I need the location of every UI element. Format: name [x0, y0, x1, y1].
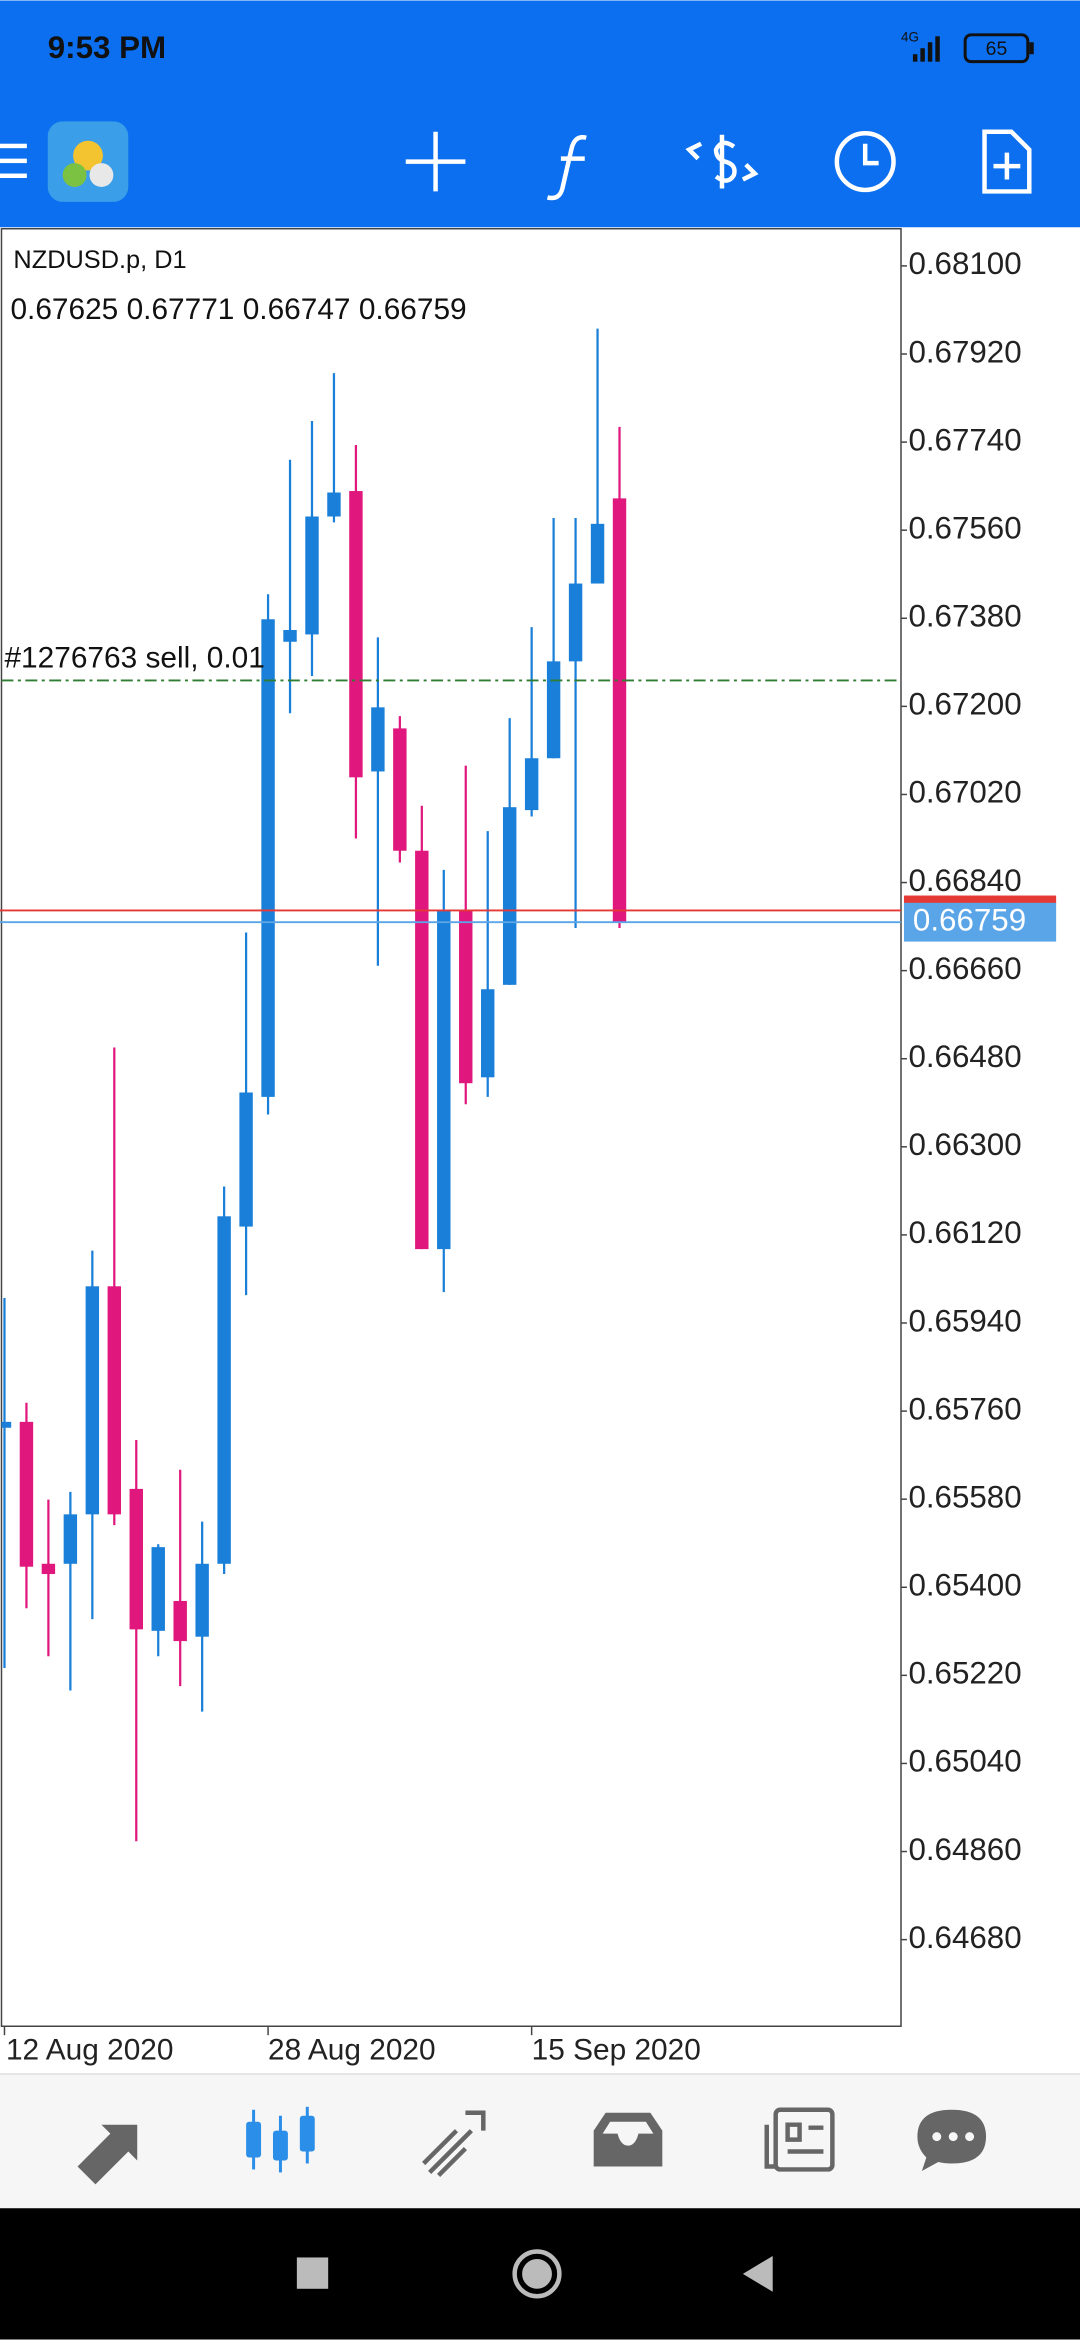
y-tick-label: 0.65040: [908, 1744, 1021, 1779]
order-line-label: #1276763 sell, 0.01: [4, 641, 264, 674]
candle-body: [151, 1547, 165, 1631]
candle-body: [415, 850, 429, 1250]
candle-body: [261, 619, 275, 1097]
ohlc-close: 0.66759: [359, 293, 467, 326]
candle-body: [41, 1563, 56, 1575]
home-button-dot: [522, 2258, 552, 2289]
y-tick-label: 0.64860: [908, 1832, 1021, 1867]
x-tick-label: 12 Aug 2020: [6, 2033, 174, 2066]
candle-body: [502, 807, 517, 985]
y-tick-label: 0.66480: [908, 1039, 1021, 1074]
battery-tip: [1029, 42, 1034, 55]
candle-body: [107, 1286, 122, 1515]
bottom-nav: [0, 2073, 1080, 2209]
app-logo[interactable]: [47, 121, 129, 202]
timeframe-button[interactable]: [834, 131, 896, 193]
bid-label-bg: [903, 902, 1057, 942]
network-type: 4G: [901, 29, 919, 44]
x-tick-label: 28 Aug 2020: [268, 2033, 436, 2066]
candle-body: [590, 523, 605, 584]
y-tick-label: 0.67560: [908, 510, 1021, 545]
candle-body: [568, 583, 583, 662]
y-tick-label: 0.65760: [908, 1391, 1021, 1426]
candle-body: [63, 1514, 78, 1564]
candle-body: [546, 661, 561, 759]
candle-body: [19, 1421, 34, 1567]
trade-button[interactable]: [685, 134, 759, 189]
y-tick-label: 0.67020: [908, 775, 1021, 810]
chat-tab[interactable]: [917, 2109, 987, 2171]
menu-button[interactable]: [0, 143, 27, 179]
candle-body: [239, 1092, 253, 1227]
plot-area: [1, 328, 901, 1842]
y-tick-label: 0.66660: [908, 951, 1021, 986]
y-tick-label: 0.68100: [908, 246, 1021, 281]
ask-marker: [903, 895, 1057, 905]
price-axis: 0.68100 0.67920 0.67740 0.67560 0.67380 0.672…: [3, 246, 1022, 2066]
y-tick-label: 0.67920: [908, 334, 1021, 369]
y-tick-label: 0.65940: [908, 1303, 1021, 1338]
candle-body: [173, 1600, 187, 1642]
candle-body: [85, 1286, 100, 1515]
quotes-tab[interactable]: [77, 2124, 138, 2185]
candle-body: [371, 707, 385, 772]
status-time: 9:53 PM: [48, 30, 166, 65]
chart-tab[interactable]: [246, 2106, 315, 2173]
y-tick-label: 0.66300: [908, 1127, 1021, 1162]
news-tab[interactable]: [764, 2107, 835, 2172]
candle-body: [524, 758, 539, 811]
candle-body: [437, 910, 451, 1250]
y-tick-label: 0.66840: [908, 863, 1021, 898]
battery-level: 65: [986, 38, 1008, 60]
candle-body: [195, 1563, 209, 1637]
recents-button[interactable]: [296, 2257, 329, 2289]
candle-body: [327, 492, 341, 517]
candle-body: [1, 1421, 12, 1428]
battery-icon: [963, 33, 1030, 64]
new-order-button[interactable]: [982, 129, 1032, 194]
x-tick-label: 15 Sep 2020: [532, 2033, 701, 2066]
app-header: [0, 0, 1080, 228]
signal-icon: [912, 36, 940, 62]
candle-body: [612, 498, 627, 923]
y-tick-label: 0.67380: [908, 599, 1021, 634]
candle-body: [217, 1216, 231, 1564]
candle-body: [129, 1488, 143, 1630]
y-tick-label: 0.65220: [908, 1656, 1021, 1691]
ohlc-high: 0.67771: [127, 293, 235, 326]
bid-label: 0.66759: [913, 902, 1026, 937]
candle-body: [481, 989, 495, 1078]
y-tick-label: 0.65400: [908, 1568, 1021, 1603]
y-tick-label: 0.65580: [908, 1479, 1021, 1514]
ohlc-low: 0.66747: [243, 293, 351, 326]
chart-symbol: NZDUSD.p, D1: [13, 246, 186, 274]
ohlc-readout: 0.67625 0.67771 0.66747 0.66759: [10, 293, 466, 326]
history-tab[interactable]: [593, 2112, 663, 2167]
ohlc-open: 0.67625: [10, 293, 118, 326]
y-tick-label: 0.64680: [908, 1920, 1021, 1955]
candle-body: [349, 491, 363, 778]
crosshair-button[interactable]: [405, 131, 466, 192]
candle-body: [459, 910, 473, 1084]
indicators-button[interactable]: [546, 135, 587, 201]
y-tick-label: 0.67200: [908, 687, 1021, 722]
back-button[interactable]: [742, 2255, 773, 2292]
candle-body: [283, 630, 297, 642]
y-tick-label: 0.66120: [908, 1215, 1021, 1250]
candle-body: [393, 728, 407, 851]
chart-frame: [0, 227, 902, 2027]
y-tick-label: 0.67740: [908, 422, 1021, 457]
home-button[interactable]: [512, 2249, 562, 2299]
candle-body: [305, 516, 319, 635]
trade-tab[interactable]: [422, 2110, 486, 2177]
